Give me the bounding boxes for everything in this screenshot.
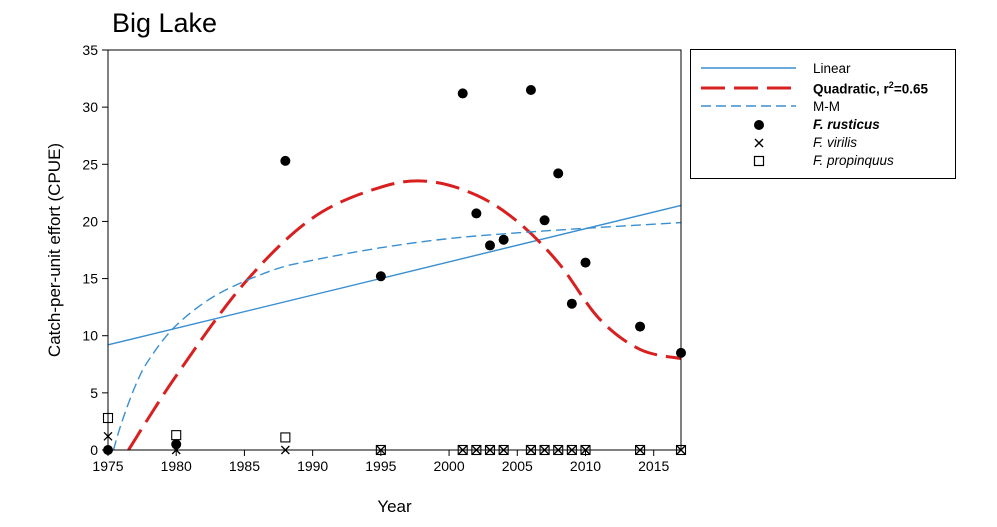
fit-line-linear xyxy=(107,204,682,346)
x-tick-label: 1980 xyxy=(161,458,192,474)
y-tick-label: 30 xyxy=(82,99,98,115)
x-tick-label: 2010 xyxy=(570,458,601,474)
point-rusticus xyxy=(171,439,182,450)
y-tick-label: 20 xyxy=(82,213,98,229)
x-tick-label: 2015 xyxy=(638,458,669,474)
legend-marker-propinquus xyxy=(753,155,765,167)
point-propinquus xyxy=(280,432,291,443)
y-tick-label: 10 xyxy=(82,328,98,344)
chart-title: Big Lake xyxy=(112,8,218,38)
point-propinquus xyxy=(171,430,182,441)
legend-label-linear: Linear xyxy=(813,61,851,76)
legend-quadratic-name: Quadratic xyxy=(813,81,877,97)
legend-item-propinquus: F. propinquus xyxy=(691,152,955,170)
x-tick-label: 1990 xyxy=(297,458,328,474)
legend: Linear Quadratic, r2=0.65 M-M F. rusticu… xyxy=(690,49,956,179)
y-tick-label: 35 xyxy=(82,42,98,58)
point-rusticus xyxy=(635,321,646,332)
plot-frame xyxy=(107,49,682,451)
legend-label-mm: M-M xyxy=(813,99,840,114)
point-rusticus xyxy=(498,234,509,245)
point-rusticus xyxy=(485,240,495,251)
y-tick-label: 5 xyxy=(90,385,98,401)
data-points xyxy=(102,85,687,456)
point-rusticus xyxy=(580,257,591,268)
legend-swatch-linear xyxy=(701,67,796,69)
legend-marker-rusticus xyxy=(754,120,764,130)
point-rusticus xyxy=(280,155,291,166)
legend-swatch-mm xyxy=(701,105,796,107)
legend-item-rusticus: F. rusticus xyxy=(691,116,955,134)
point-rusticus xyxy=(525,85,536,95)
legend-quadratic-sup: 2 xyxy=(888,80,894,90)
fit-line-m-m xyxy=(112,221,682,451)
legend-label-quadratic: Quadratic, r2=0.65 xyxy=(813,80,928,97)
y-tick-label: 15 xyxy=(82,271,98,287)
point-rusticus xyxy=(457,88,468,99)
fit-lines xyxy=(107,179,682,451)
legend-label-propinquus: F. propinquus xyxy=(813,153,894,168)
legend-quadratic-r: , r xyxy=(876,81,889,97)
x-tick-label: 1975 xyxy=(92,458,123,474)
point-rusticus xyxy=(566,298,577,309)
legend-marker-virilis xyxy=(754,138,764,148)
x-tick-label: 1995 xyxy=(365,458,396,474)
legend-label-rusticus: F. rusticus xyxy=(813,117,880,132)
x-tick-label: 1985 xyxy=(229,458,260,474)
y-tick-label: 0 xyxy=(90,442,98,458)
legend-item-mm: M-M xyxy=(691,98,955,116)
point-rusticus xyxy=(471,208,482,219)
point-rusticus xyxy=(553,168,564,179)
legend-swatch-quadratic xyxy=(701,86,796,90)
legend-label-virilis: F. virilis xyxy=(813,135,858,150)
legend-item-linear: Linear xyxy=(691,60,955,78)
x-axis-title: Year xyxy=(377,497,412,516)
axes: 1975 1980 1985 1990 1995 2000 2005 2010 20150510… xyxy=(82,42,682,474)
x-tick-label: 2005 xyxy=(502,458,533,474)
point-rusticus xyxy=(539,215,550,226)
legend-item-quadratic: Quadratic, r2=0.65 xyxy=(691,79,955,97)
x-tick-label: 2000 xyxy=(433,458,464,474)
fit-line-quadratic xyxy=(127,179,682,451)
y-axis-title: Catch-per-unit effort (CPUE) xyxy=(45,143,64,357)
legend-item-virilis: F. virilis xyxy=(691,134,955,152)
y-tick-label: 25 xyxy=(82,156,98,172)
legend-quadratic-r2: =0.65 xyxy=(893,81,928,97)
point-rusticus xyxy=(375,271,386,282)
